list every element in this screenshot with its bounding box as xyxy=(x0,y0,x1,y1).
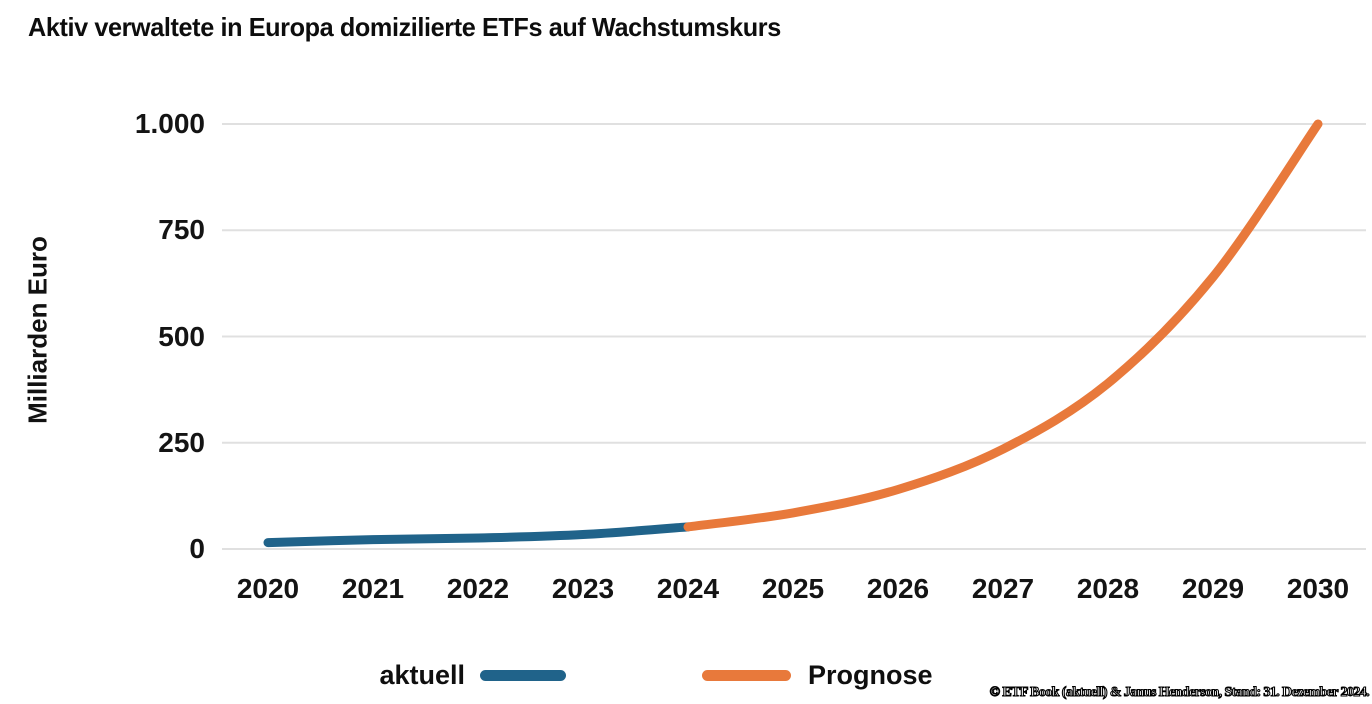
legend-label-aktuell: aktuell xyxy=(379,660,465,690)
series-line-prognose xyxy=(683,119,1323,532)
x-tick-label: 2022 xyxy=(446,573,510,604)
x-tick-label: 2020 xyxy=(236,573,300,604)
legend: aktuell Prognose xyxy=(0,655,1372,695)
y-tick-label: 500 xyxy=(158,320,205,352)
legend-label-prognose: Prognose xyxy=(808,660,933,690)
chart-title: Aktiv verwaltete in Europa domizilierte … xyxy=(28,12,781,42)
x-tick-label: 2028 xyxy=(1076,573,1140,604)
legend-swatch-prognose xyxy=(702,670,791,681)
series-line-aktuell xyxy=(263,522,693,548)
x-tick-label: 2021 xyxy=(341,573,405,604)
y-tick-label: 1.000 xyxy=(134,108,205,139)
legend-swatch-aktuell xyxy=(480,670,566,681)
x-tick-label: 2029 xyxy=(1181,573,1245,604)
y-tick-label: 750 xyxy=(158,214,205,246)
x-tick-label: 2030 xyxy=(1286,573,1350,604)
y-tick-label: 0 xyxy=(189,533,205,564)
x-tick-label: 2027 xyxy=(971,573,1035,604)
x-tick-label: 2023 xyxy=(551,573,615,604)
y-tick-label: 250 xyxy=(158,426,205,458)
x-tick-label: 2026 xyxy=(866,573,930,604)
x-tick-label: 2025 xyxy=(761,573,825,604)
x-tick-label: 2024 xyxy=(656,573,720,604)
source-note: © ETF Book (aktuell) & Janus Henderson, … xyxy=(989,684,1370,700)
